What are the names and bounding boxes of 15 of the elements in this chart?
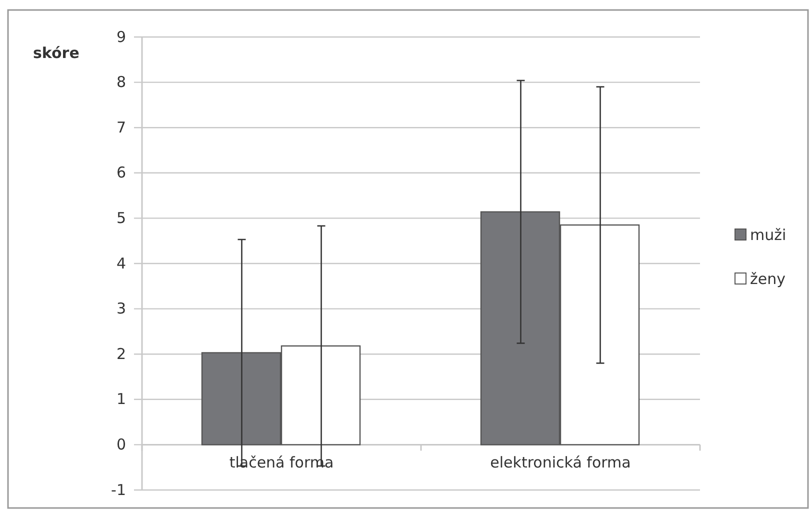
y-tick-label: 6 <box>116 164 126 182</box>
x-tick-label: elektronická forma <box>490 453 631 472</box>
y-tick-label: 5 <box>116 209 126 227</box>
y-tick-label: 3 <box>116 300 126 318</box>
y-tick-label: 7 <box>116 118 126 136</box>
legend-label: ženy <box>750 270 786 288</box>
y-tick-label: 0 <box>116 436 126 454</box>
y-tick-label: 2 <box>116 344 126 363</box>
y-tick-label: 8 <box>116 73 126 92</box>
y-tick-label: 9 <box>116 28 126 46</box>
y-tick-label: 1 <box>116 390 126 408</box>
y-axis-title: skóre <box>33 44 80 62</box>
y-tick-label: 4 <box>116 254 126 272</box>
y-tick-label: -1 <box>111 480 126 499</box>
legend-label: muži <box>750 226 786 244</box>
